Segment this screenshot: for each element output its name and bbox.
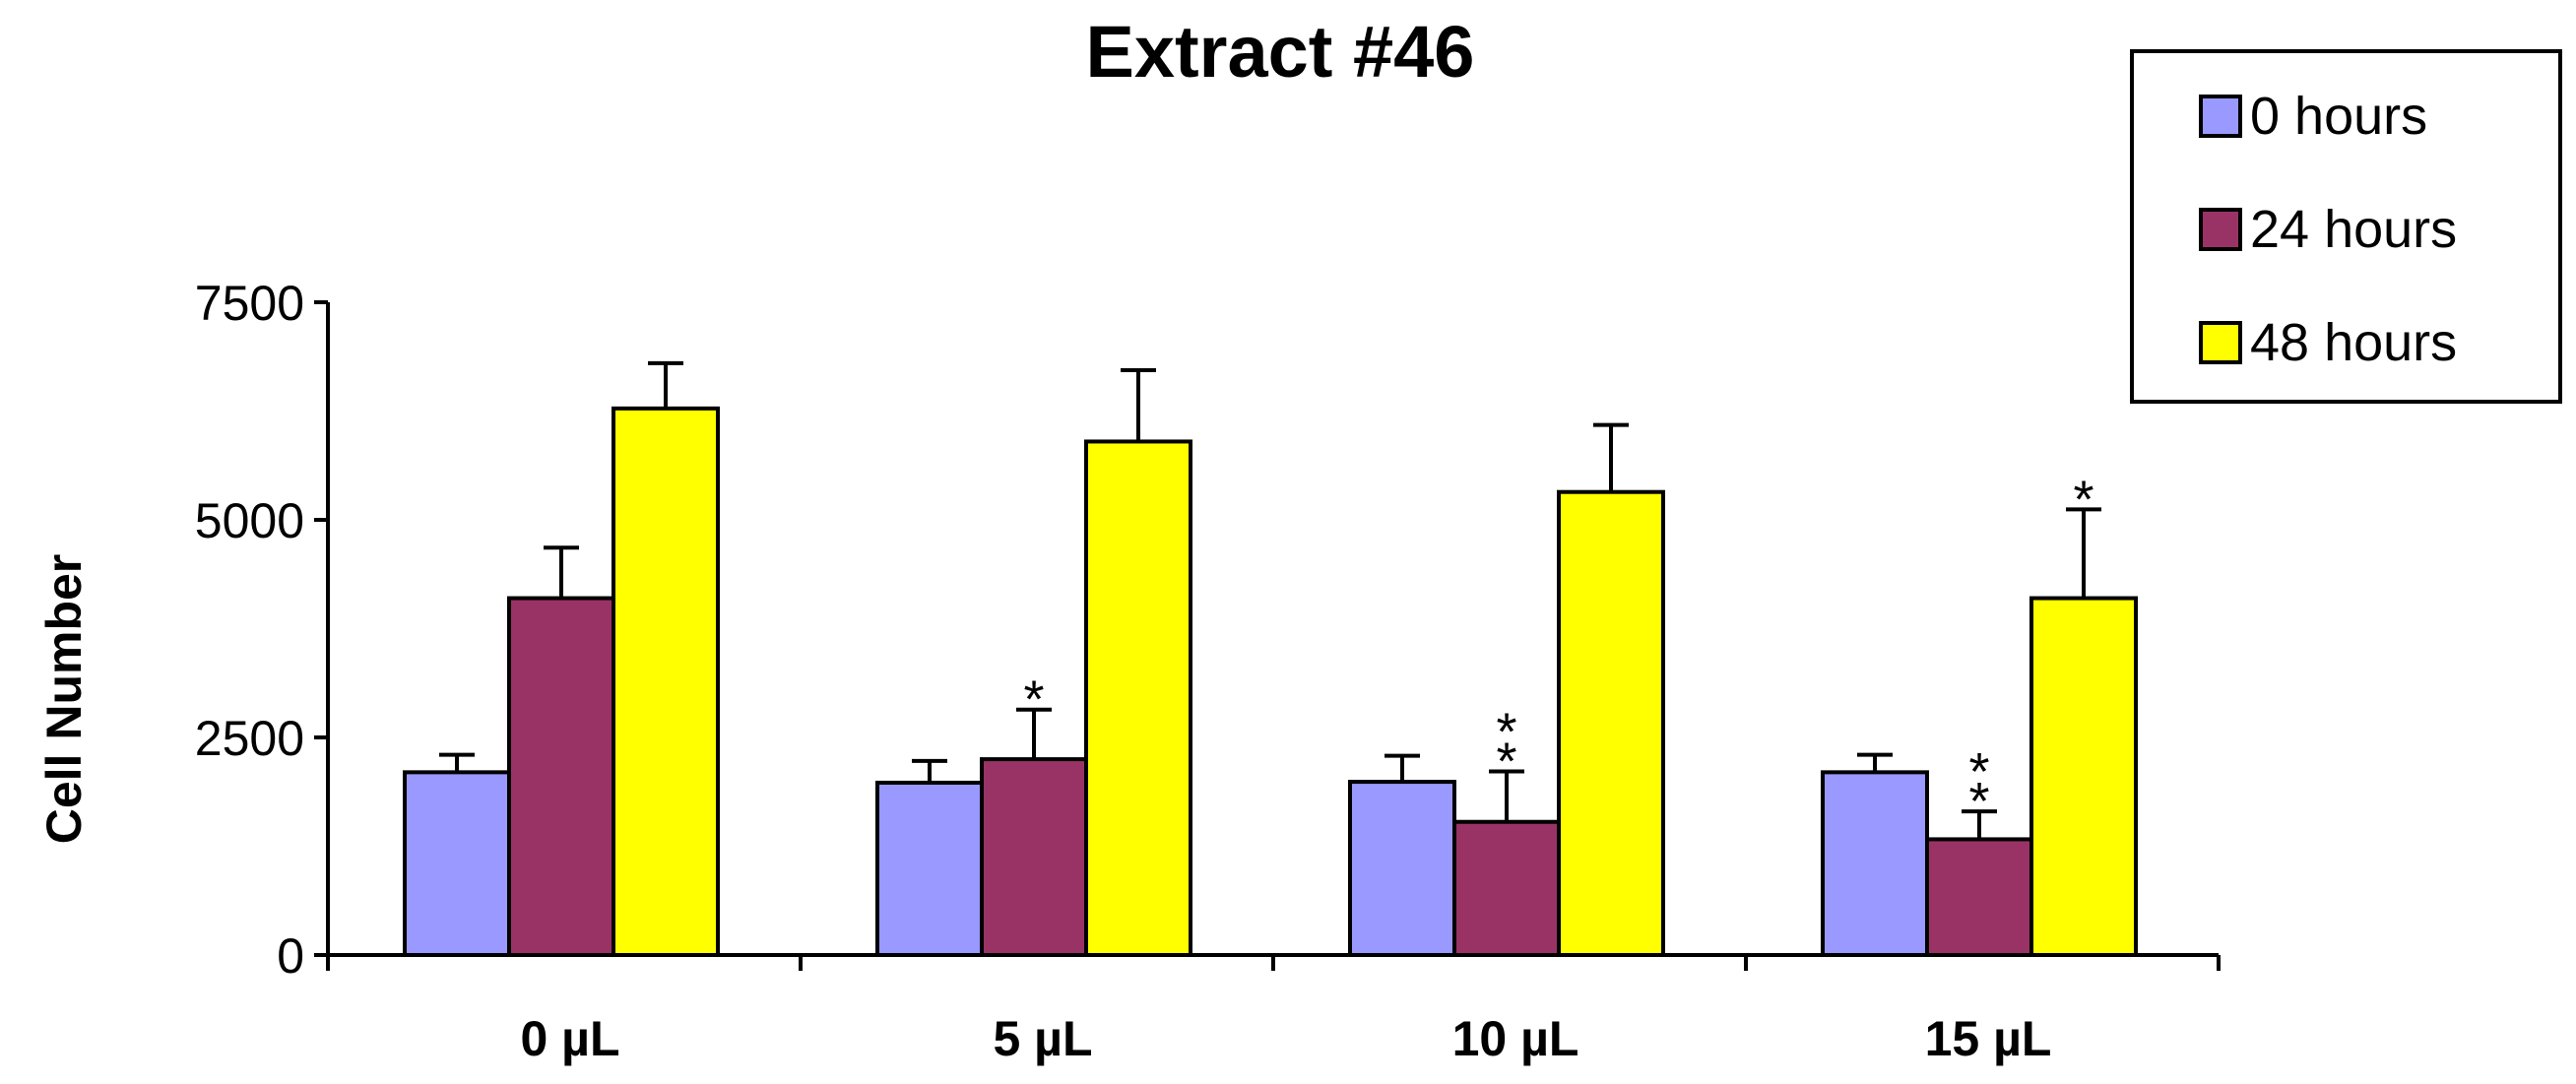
bar <box>612 406 720 957</box>
significance-mark: * <box>2073 470 2093 529</box>
y-tick-label: 5000 <box>195 493 304 548</box>
significance-mark: * <box>1968 742 1989 801</box>
x-tick-label: 15 µL <box>1925 1011 2052 1066</box>
bar <box>1557 489 1665 957</box>
y-tick-label: 7500 <box>195 276 304 331</box>
legend-label: 24 hours <box>2250 200 2457 259</box>
bar <box>980 757 1088 957</box>
bar <box>1084 439 1192 957</box>
bar <box>2029 596 2138 957</box>
bar <box>1925 837 2033 957</box>
significance-mark: * <box>1968 772 1989 831</box>
bar <box>1348 780 1456 957</box>
legend-label: 48 hours <box>2250 313 2457 372</box>
chart-title: Extract #46 <box>1086 11 1475 93</box>
y-tick-label: 2500 <box>195 711 304 766</box>
legend-swatch <box>2199 208 2242 251</box>
x-tick-label: 0 µL <box>520 1011 619 1066</box>
y-axis-label: Cell Number <box>36 554 92 845</box>
bar <box>1452 819 1561 957</box>
bar <box>875 780 984 958</box>
bar <box>507 596 615 957</box>
bar <box>403 770 511 957</box>
significance-mark: * <box>1496 732 1516 791</box>
x-tick-label: 10 µL <box>1452 1011 1579 1066</box>
legend-swatch <box>2199 321 2242 364</box>
significance-mark: * <box>1496 702 1516 761</box>
bar <box>1821 770 1929 957</box>
x-tick-label: 5 µL <box>993 1011 1092 1066</box>
legend-swatch <box>2199 95 2242 138</box>
legend: 0 hours 24 hours 48 hours <box>2130 49 2562 404</box>
y-tick-label: 0 <box>277 928 304 984</box>
legend-label: 0 hours <box>2250 87 2427 146</box>
significance-mark: * <box>1023 670 1044 730</box>
